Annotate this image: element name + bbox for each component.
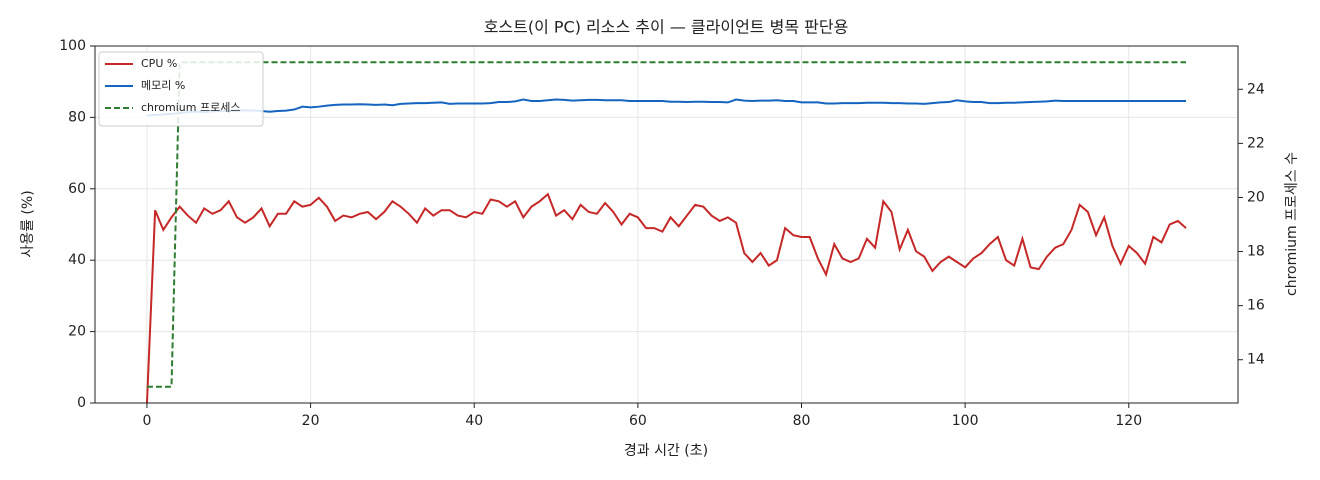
x-tick-label: 20 bbox=[302, 413, 320, 429]
y2-tick-label: 20 bbox=[1247, 189, 1265, 205]
y-tick-label: 100 bbox=[59, 38, 86, 54]
legend-label: chromium 프로세스 bbox=[141, 101, 240, 114]
x-tick-label: 100 bbox=[952, 413, 979, 429]
x-axis-label: 경과 시간 (초) bbox=[624, 443, 708, 459]
x-tick-label: 0 bbox=[142, 413, 151, 429]
y2-tick-label: 16 bbox=[1247, 298, 1265, 314]
x-tick-label: 120 bbox=[1115, 413, 1142, 429]
y2-tick-label: 22 bbox=[1247, 135, 1265, 151]
y2-tick-label: 14 bbox=[1247, 352, 1265, 368]
y-tick-label: 0 bbox=[77, 395, 86, 411]
x-tick-label: 40 bbox=[465, 413, 483, 429]
y-tick-label: 80 bbox=[68, 109, 86, 125]
y-tick-label: 20 bbox=[68, 324, 86, 340]
plot-frame bbox=[94, 45, 1239, 404]
y-axis-label: 사용률 (%) bbox=[20, 190, 36, 257]
chart-title: 호스트(이 PC) 리소스 추이 — 클라이언트 병목 판단용 bbox=[484, 18, 849, 37]
legend-label: CPU % bbox=[141, 57, 177, 70]
y-tick-label: 60 bbox=[68, 181, 86, 197]
y2-tick-label: 18 bbox=[1247, 244, 1265, 260]
x-tick-label: 60 bbox=[629, 413, 647, 429]
y2-tick-label: 24 bbox=[1247, 81, 1265, 97]
y2-axis-label: chromium 프로세스 수 bbox=[1284, 152, 1300, 296]
series-line bbox=[146, 61, 1187, 388]
series-line bbox=[145, 192, 1187, 404]
legend-box bbox=[98, 51, 264, 127]
x-tick-label: 80 bbox=[793, 413, 811, 429]
series-line bbox=[146, 98, 1187, 117]
legend-label: 메모리 % bbox=[141, 79, 185, 92]
y-tick-label: 40 bbox=[68, 252, 86, 268]
